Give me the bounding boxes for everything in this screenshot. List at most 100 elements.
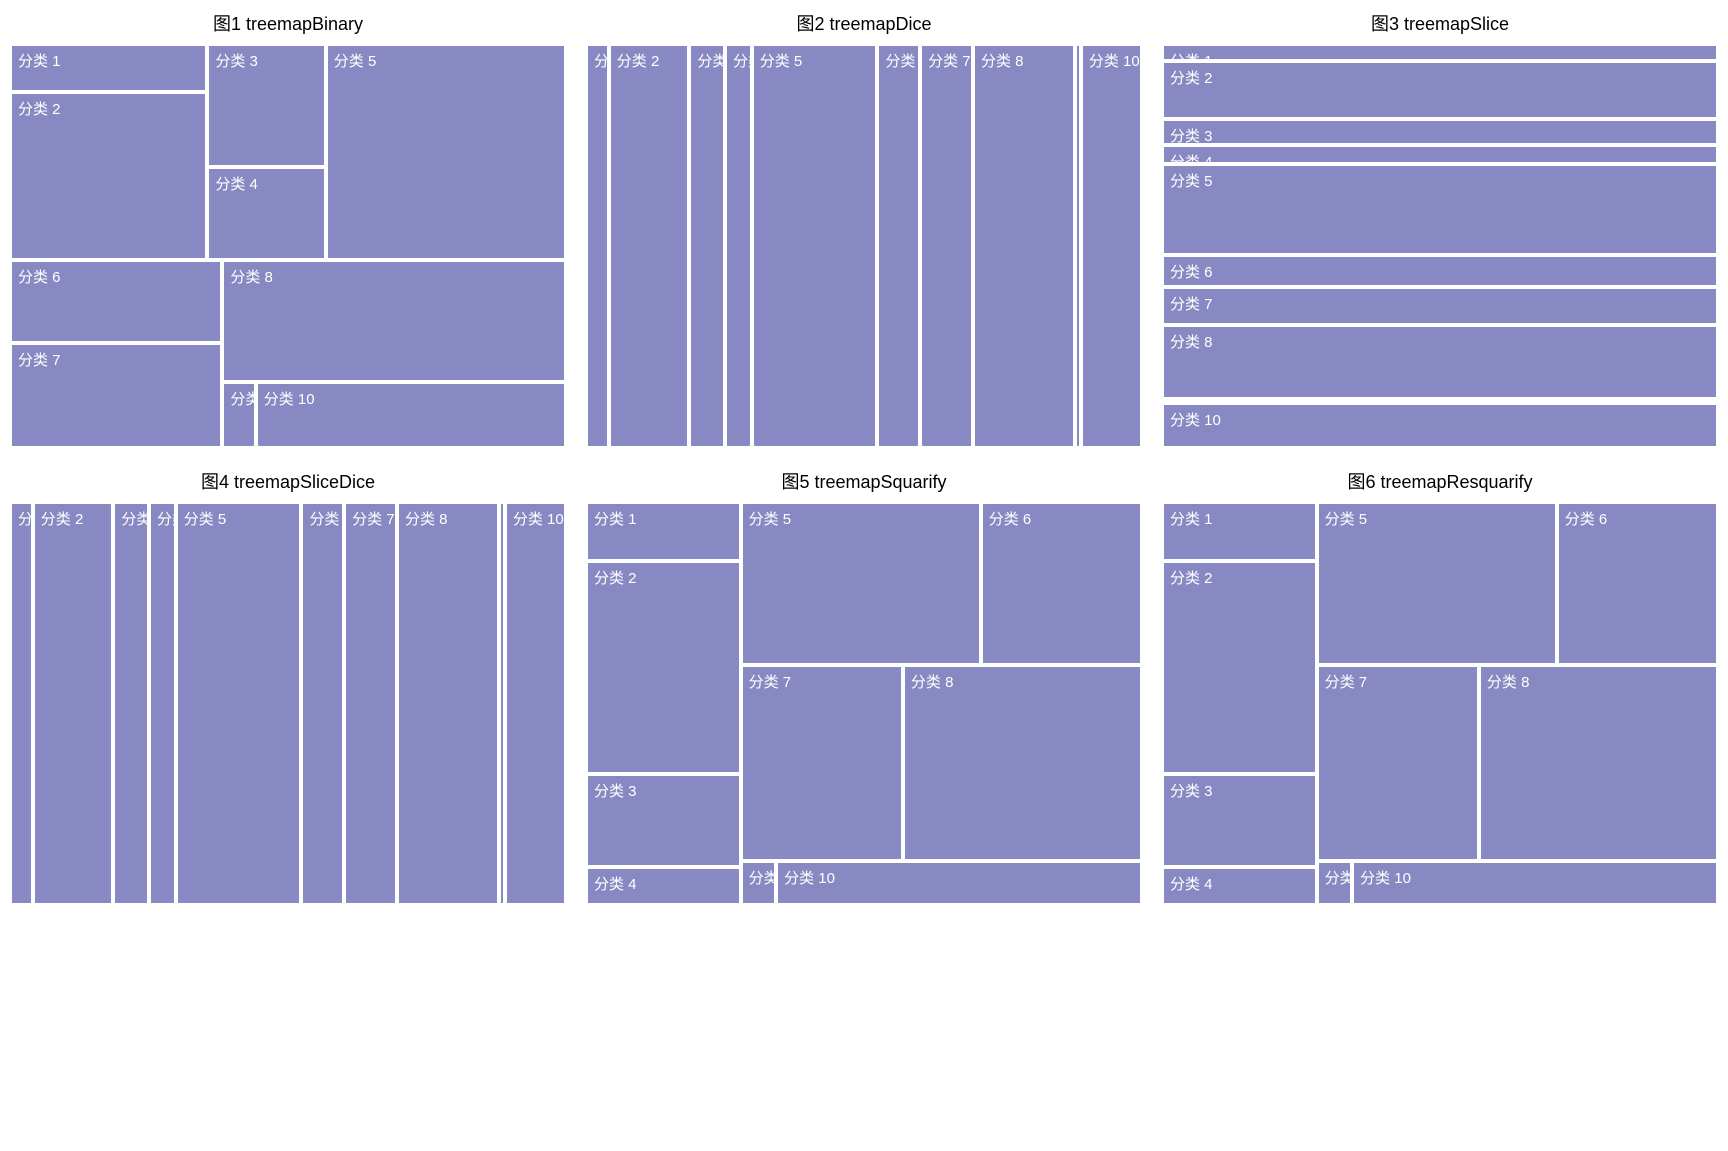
treemap-tile[interactable]: 分类 4 [1162,145,1718,164]
treemap-tile[interactable]: 分类 7 [741,665,903,862]
tile-label: 分类 3 [1170,125,1213,146]
tile-label: 分类 4 [215,173,258,194]
treemap-tile[interactable]: 分类 10 [1081,44,1142,448]
tile-label: 分类 6 [1170,261,1213,282]
treemap-tile[interactable]: 分类 6 [10,260,222,344]
treemap-tile[interactable]: 分类 1 [10,502,33,906]
panel-title: 图5 treemapSquarify [586,468,1142,494]
tile-label: 分类 3 [594,780,637,801]
treemap-grid: 图1 treemapBinary分类 1分类 2分类 3分类 4分类 5分类 6… [10,10,1718,905]
tile-label: 分类 7 [928,50,971,71]
treemap-tile[interactable]: 分类 7 [920,44,973,448]
panel-title: 图1 treemapBinary [10,10,566,36]
tile-label: 分类 2 [1170,567,1213,588]
treemap-tile[interactable]: 分类 3 [113,502,149,906]
treemap-tile[interactable]: 分类 9 [1317,861,1353,905]
treemap-tile[interactable]: 分类 8 [397,502,499,906]
treemap-tile[interactable]: 分类 2 [586,561,741,773]
treemap-tile[interactable]: 分类 3 [1162,774,1317,867]
treemap-tile[interactable]: 分类 10 [776,861,1142,905]
tile-label: 分类 6 [989,508,1032,529]
tile-label: 分类 8 [405,508,448,529]
treemap-tile[interactable]: 分类 5 [741,502,981,665]
treemap-tile[interactable]: 分类 3 [689,44,725,448]
treemap-tile[interactable]: 分类 9 [222,382,255,447]
treemap-chart: 分类 1分类 2分类 3 分类 4 分类 5 分类 6分类 7 分类 8 分类 9 分类 1… [10,44,566,448]
treemap-panel-5: 图5 treemapSquarify 分类 1 分类 2 分类 3 分类 4 分类 5 分类… [586,468,1142,906]
treemap-tile[interactable]: 分类 7 [344,502,397,906]
treemap-tile[interactable]: 分类 7 [1162,287,1718,325]
treemap-chart: 分类 1分类 2分类 3分类 4分类 5分类 6分类 7分类 8分类 9分类 1… [1162,44,1718,448]
treemap-tile[interactable]: 分类 8 [222,260,566,382]
tile-label: 分类 1 [594,508,637,529]
tile-label: 分类 3 [1170,780,1213,801]
treemap-tile[interactable]: 分类 10 [505,502,566,906]
tile-label: 分类 2 [41,508,84,529]
treemap-tile[interactable]: 分类 1 [586,502,741,562]
panel-title: 图2 treemapDice [586,10,1142,36]
treemap-panel-6: 图6 treemapResquarify分类 1分类 2分类 3分类 4分类 5… [1162,468,1718,906]
treemap-tile[interactable]: 分类 6 [1162,255,1718,286]
treemap-tile[interactable]: 分类 5 [1162,164,1718,255]
treemap-tile[interactable]: 分类 7 [10,343,222,447]
treemap-tile[interactable]: 分类 6 [981,502,1142,665]
treemap-tile[interactable]: 分类 7 [1317,665,1479,862]
tile-label: 分类 5 [1325,508,1368,529]
tile-label: 分类 5 [760,50,803,71]
tile-label: 分类 7 [1170,293,1213,314]
treemap-tile[interactable]: 分类 3 [586,774,741,867]
tile-label: 分类 10 [513,508,564,529]
treemap-tile[interactable]: 分类 8 [1479,665,1718,862]
tile-label: 分类 1 [1170,508,1213,529]
treemap-tile[interactable]: 分类 2 [33,502,114,906]
treemap-tile[interactable]: 分类 5 [326,44,566,260]
treemap-tile[interactable]: 分类 5 [1317,502,1557,665]
tile-label: 分类 8 [230,266,273,287]
treemap-chart: 分类 1分类 2分类 3分类 4分类 5分类 6分类 7分类 8分类 9分类 1… [10,502,566,906]
treemap-tile[interactable]: 分类 10 [1352,861,1718,905]
panel-title: 图3 treemapSlice [1162,10,1718,36]
tile-label: 分类 2 [1170,67,1213,88]
treemap-tile[interactable]: 分类 4 [725,44,752,448]
tile-label: 分类 10 [1089,50,1140,71]
tile-label: 分类 8 [1487,671,1530,692]
treemap-tile[interactable]: 分类 9 [741,861,777,905]
treemap-tile[interactable]: 分类 3 [1162,119,1718,145]
treemap-tile[interactable]: 分类 4 [149,502,176,906]
tile-label: 分类 5 [1170,170,1213,191]
treemap-tile[interactable]: 分类 2 [10,92,207,260]
treemap-chart: 分类 1 分类 2 分类 3 分类 4 分类 5 分类 6 分类 7 分类 8 分类 9 分类 1… [1162,502,1718,906]
tile-label: 分类 7 [749,671,792,692]
treemap-panel-2: 图2 treemapDice 分类 1分类 2分类 3分类 4 分类 5 分类 6 分类… [586,10,1142,448]
treemap-tile[interactable]: 分类 2 [1162,61,1718,120]
treemap-tile[interactable]: 分类 2 [609,44,690,448]
treemap-tile[interactable]: 分类 5 [752,44,878,448]
treemap-tile[interactable]: 分类 1 [1162,44,1718,61]
tile-label: 分类 7 [352,508,395,529]
tile-label: 分类 10 [1360,867,1411,888]
treemap-tile[interactable]: 分类 6 [877,44,920,448]
treemap-tile[interactable]: 分类 10 [256,382,566,447]
treemap-tile[interactable]: 分类 8 [1162,325,1718,399]
treemap-tile[interactable]: 分类 4 [1162,867,1317,905]
tile-label: 分类 8 [981,50,1024,71]
treemap-tile[interactable]: 分类 8 [973,44,1075,448]
treemap-tile[interactable]: 分类 8 [903,665,1142,862]
treemap-tile[interactable]: 分类 6 [1557,502,1718,665]
panel-title: 图4 treemapSliceDice [10,468,566,494]
treemap-tile[interactable]: 分类 4 [207,167,325,260]
treemap-tile[interactable]: 分类 4 [586,867,741,905]
treemap-tile[interactable]: 分类 1 [1162,502,1317,562]
treemap-tile[interactable]: 分类 3 [207,44,325,167]
tile-label: 分类 5 [749,508,792,529]
tile-label: 分类 4 [594,873,637,894]
tile-label: 分类 2 [594,567,637,588]
treemap-tile[interactable]: 分类 1 [586,44,609,448]
treemap-tile[interactable]: 分类 1 [10,44,207,92]
treemap-tile[interactable]: 分类 2 [1162,561,1317,773]
treemap-tile[interactable]: 分类 5 [176,502,302,906]
treemap-tile[interactable]: 分类 6 [301,502,344,906]
tile-label: 分类 10 [264,388,315,409]
treemap-tile[interactable]: 分类 10 [1162,403,1718,447]
treemap-panel-4: 图4 treemapSliceDice分类 1分类 2分类 3分类 4分类 5分… [10,468,566,906]
